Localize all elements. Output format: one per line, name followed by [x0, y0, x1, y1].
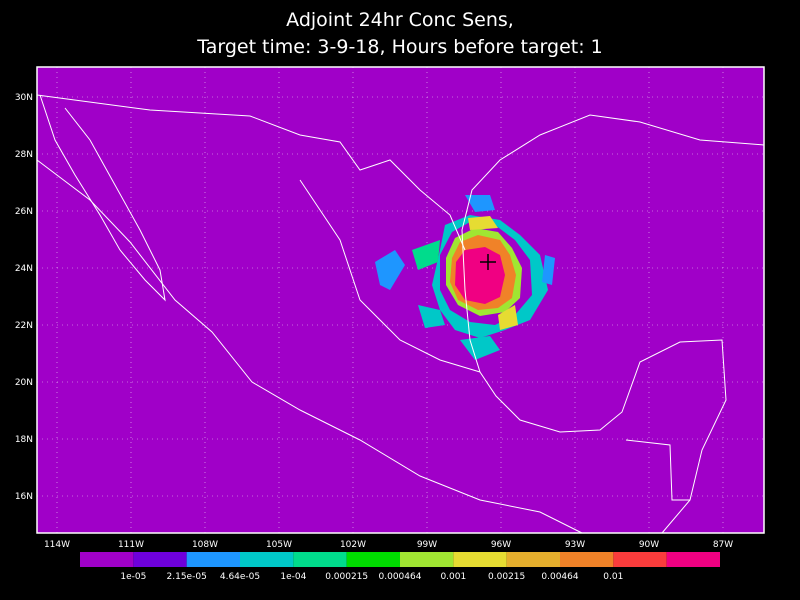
colorbar-swatch	[400, 552, 454, 567]
coastlines	[36, 94, 765, 534]
lon-label: 105W	[266, 540, 292, 550]
colorbar-label: 1e-05	[120, 572, 146, 582]
colorbar-swatch	[346, 552, 400, 567]
lat-label: 20N	[15, 378, 33, 388]
colorbar-swatch	[560, 552, 614, 567]
colorbar-label: 0.000464	[379, 572, 422, 582]
map-frame	[36, 66, 765, 534]
colorbar-swatch	[613, 552, 667, 567]
lon-label: 114W	[44, 540, 70, 550]
lat-label: 30N	[15, 93, 33, 103]
colorbar-swatch	[133, 552, 187, 567]
colorbar-swatch	[186, 552, 240, 567]
colorbar-label: 0.01	[603, 572, 623, 582]
colorbar-swatch	[80, 552, 134, 567]
colorbar-swatch	[453, 552, 507, 567]
lon-label: 90W	[639, 540, 659, 550]
target-marker	[480, 254, 496, 270]
colorbar-swatch	[506, 552, 560, 567]
colorbar-label: 0.000215	[325, 572, 368, 582]
lat-label: 28N	[15, 150, 33, 160]
colorbar-label: 1e-04	[280, 572, 306, 582]
colorbar-swatch	[293, 552, 347, 567]
colorbar-label: 0.001	[440, 572, 466, 582]
lon-label: 96W	[491, 540, 511, 550]
lat-label: 26N	[15, 207, 33, 217]
map-background	[37, 67, 764, 533]
lat-label: 18N	[15, 435, 33, 445]
colorbar-label: 0.00215	[488, 572, 525, 582]
grid	[37, 67, 764, 533]
lon-label: 108W	[192, 540, 218, 550]
lon-label: 99W	[417, 540, 437, 550]
title: Adjoint 24hr Conc Sens,	[286, 9, 514, 31]
lon-label: 93W	[565, 540, 585, 550]
colorbar-swatch	[240, 552, 294, 567]
lat-label: 24N	[15, 264, 33, 274]
subtitle: Target time: 3-9-18, Hours before target…	[196, 36, 603, 58]
lat-label: 22N	[15, 321, 33, 331]
lat-label: 16N	[15, 492, 33, 502]
colorbar-label: 2.15e-05	[167, 572, 207, 582]
lon-label: 87W	[713, 540, 733, 550]
colorbar-label: 4.64e-05	[220, 572, 260, 582]
lon-label: 111W	[118, 540, 144, 550]
lon-label: 102W	[340, 540, 366, 550]
colorbar-label: 0.00464	[541, 572, 578, 582]
colorbar-swatch	[666, 552, 720, 567]
